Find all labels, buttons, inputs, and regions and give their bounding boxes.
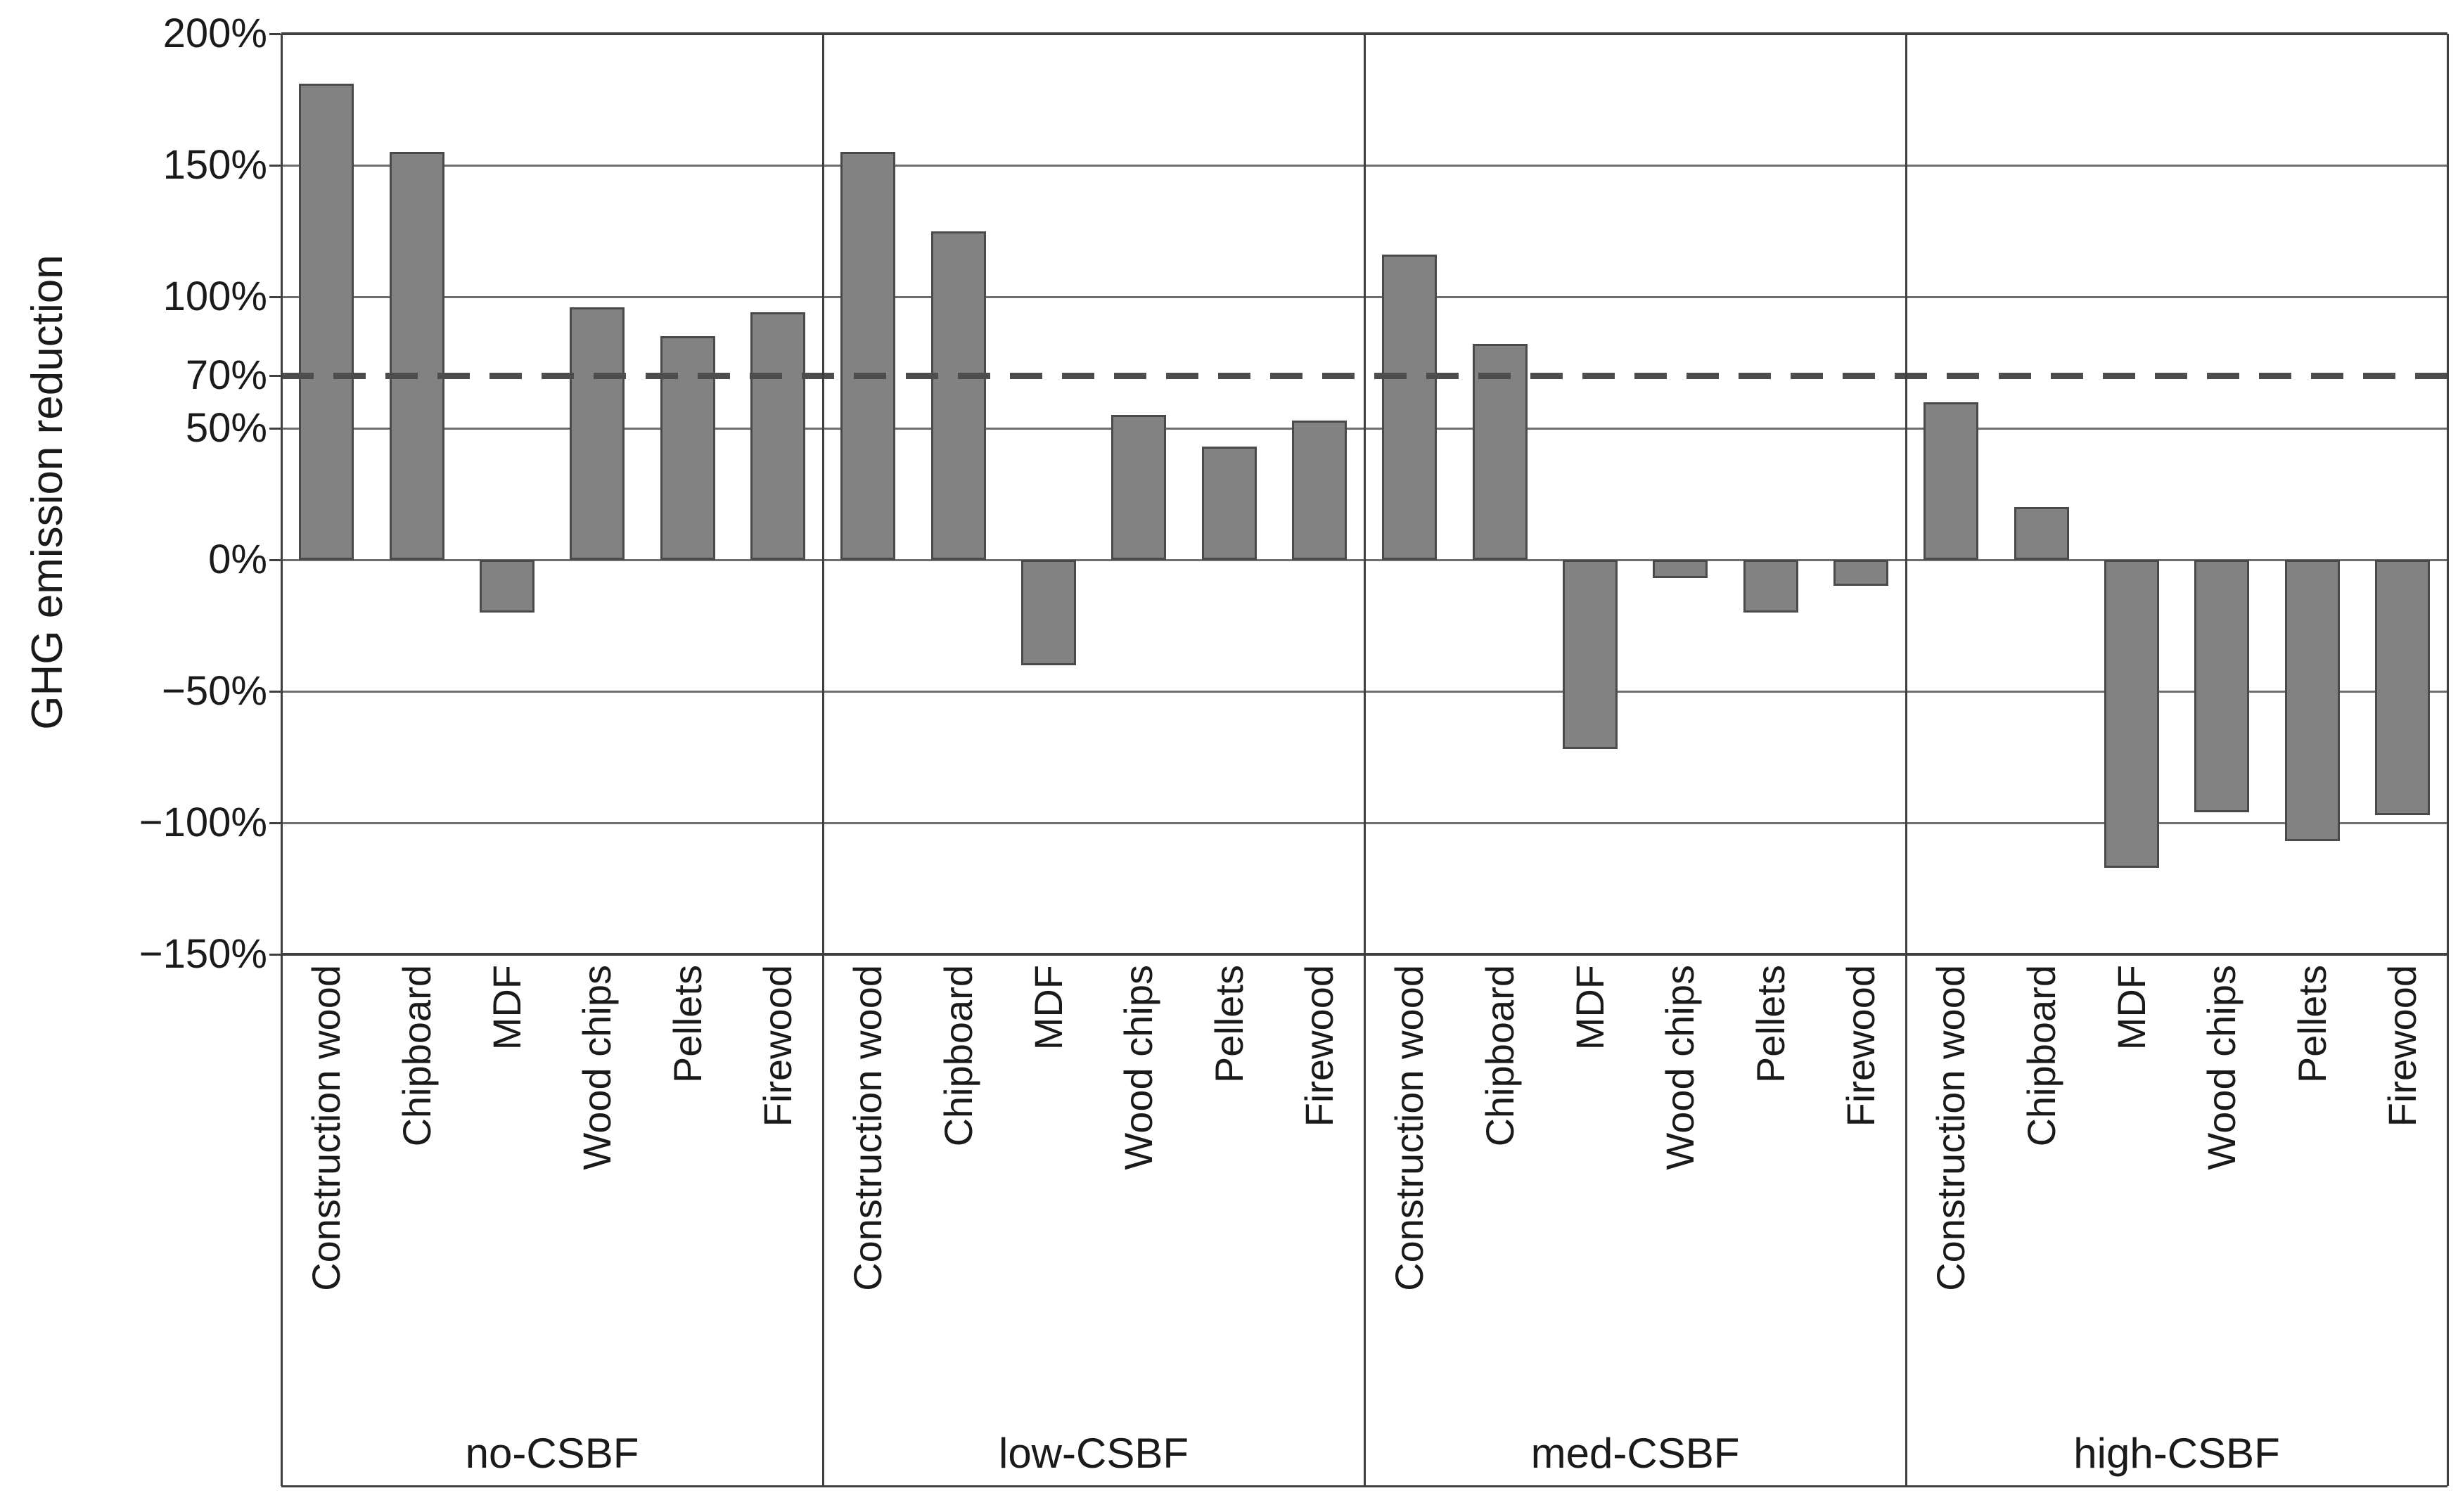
category-label-low-CSBF-pellets: Pellets xyxy=(1206,965,1251,1084)
plot-right-edge xyxy=(2446,34,2449,1486)
group-label-high-CSBF: high-CSBF xyxy=(2073,1430,2280,1477)
y-tick-label--100: −100% xyxy=(139,800,267,845)
category-label-no-CSBF-pellets: Pellets xyxy=(665,965,710,1084)
bar-no-CSBF-wood-chips xyxy=(570,307,625,560)
group-label-med-CSBF: med-CSBF xyxy=(1530,1430,1740,1477)
bar-med-CSBF-mdf xyxy=(1562,560,1618,750)
category-label-no-CSBF-firewood: Firewood xyxy=(755,965,800,1127)
category-label-no-CSBF-chipboard: Chipboard xyxy=(394,965,439,1147)
bar-low-CSBF-construction-wood xyxy=(840,152,896,560)
y-tick-mark-50 xyxy=(269,428,281,430)
category-label-low-CSBF-chipboard: Chipboard xyxy=(935,965,980,1147)
bar-high-CSBF-pellets xyxy=(2284,560,2340,842)
bar-med-CSBF-construction-wood xyxy=(1382,255,1438,560)
bar-no-CSBF-construction-wood xyxy=(299,84,354,560)
bar-high-CSBF-chipboard xyxy=(2014,507,2069,560)
category-label-no-CSBF-construction-wood: Construction wood xyxy=(304,965,349,1291)
y-tick-label-150: 150% xyxy=(162,142,267,188)
category-label-high-CSBF-mdf: MDF xyxy=(2108,965,2153,1051)
category-label-low-CSBF-mdf: MDF xyxy=(1025,965,1070,1051)
bar-med-CSBF-chipboard xyxy=(1472,344,1528,560)
y-tick-mark-150 xyxy=(269,165,281,167)
bar-no-CSBF-mdf xyxy=(479,560,535,613)
y-axis-line xyxy=(280,34,283,1486)
bar-med-CSBF-firewood xyxy=(1833,560,1888,587)
category-label-high-CSBF-wood-chips: Wood chips xyxy=(2199,965,2244,1170)
y-tick-mark-70 xyxy=(269,375,281,378)
bar-high-CSBF-construction-wood xyxy=(1923,402,1979,560)
category-label-med-CSBF-mdf: MDF xyxy=(1567,965,1612,1051)
y-tick-label-50: 50% xyxy=(185,405,267,451)
y-tick-label-100: 100% xyxy=(162,274,267,319)
y-tick-label-0: 0% xyxy=(208,537,267,582)
category-label-no-CSBF-wood-chips: Wood chips xyxy=(575,965,620,1170)
category-label-high-CSBF-construction-wood: Construction wood xyxy=(1928,965,1973,1291)
category-label-high-CSBF-firewood: Firewood xyxy=(2379,965,2424,1127)
bar-no-CSBF-firewood xyxy=(750,312,805,560)
category-label-med-CSBF-firewood: Firewood xyxy=(1838,965,1883,1127)
bar-no-CSBF-pellets xyxy=(660,336,715,560)
bar-high-CSBF-mdf xyxy=(2104,560,2159,868)
y-tick-mark-0 xyxy=(269,559,281,561)
category-label-med-CSBF-pellets: Pellets xyxy=(1748,965,1793,1084)
y-tick-mark--100 xyxy=(269,822,281,824)
y-tick-label--150: −150% xyxy=(139,931,267,977)
category-label-low-CSBF-construction-wood: Construction wood xyxy=(845,965,890,1291)
bar-low-CSBF-firewood xyxy=(1291,420,1347,560)
category-label-high-CSBF-chipboard: Chipboard xyxy=(2018,965,2063,1147)
bar-low-CSBF-chipboard xyxy=(930,231,986,560)
panel-divider-2 xyxy=(1363,34,1366,1486)
category-label-med-CSBF-wood-chips: Wood chips xyxy=(1658,965,1703,1170)
y-axis-title: GHG emission reduction xyxy=(23,255,72,730)
category-label-low-CSBF-firewood: Firewood xyxy=(1296,965,1341,1127)
bar-low-CSBF-mdf xyxy=(1020,560,1076,665)
category-label-high-CSBF-pellets: Pellets xyxy=(2289,965,2334,1084)
category-label-low-CSBF-wood-chips: Wood chips xyxy=(1116,965,1161,1170)
y-tick-label-200: 200% xyxy=(162,11,267,56)
panel-divider-3 xyxy=(1905,34,1907,1486)
category-label-med-CSBF-chipboard: Chipboard xyxy=(1477,965,1522,1147)
panel-divider-1 xyxy=(821,34,824,1486)
label-area-bottom-line xyxy=(281,1485,2447,1487)
bar-high-CSBF-firewood xyxy=(2374,560,2430,815)
bar-no-CSBF-chipboard xyxy=(389,152,444,560)
y-tick-mark--50 xyxy=(269,691,281,693)
bar-med-CSBF-pellets xyxy=(1743,560,1798,613)
y-tick-mark--150 xyxy=(269,954,281,956)
group-label-low-CSBF: low-CSBF xyxy=(998,1430,1189,1477)
category-label-med-CSBF-construction-wood: Construction wood xyxy=(1387,965,1432,1291)
bar-low-CSBF-pellets xyxy=(1201,447,1257,560)
y-tick-mark-100 xyxy=(269,296,281,298)
bar-low-CSBF-wood-chips xyxy=(1111,415,1167,560)
y-tick-label-70: 70% xyxy=(185,352,267,399)
bar-med-CSBF-wood-chips xyxy=(1653,560,1708,579)
y-tick-mark-200 xyxy=(269,33,281,35)
bar-high-CSBF-wood-chips xyxy=(2194,560,2250,813)
category-label-no-CSBF-mdf: MDF xyxy=(484,965,529,1051)
group-label-no-CSBF: no-CSBF xyxy=(465,1430,639,1477)
y-tick-label--50: −50% xyxy=(162,668,267,714)
